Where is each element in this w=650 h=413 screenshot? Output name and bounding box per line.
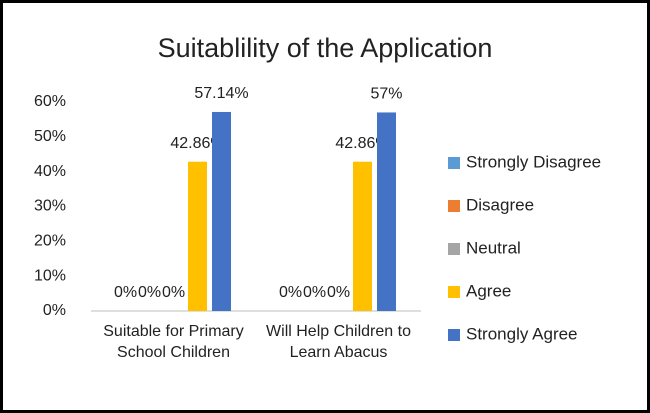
bar [188,161,207,311]
y-tick-label: 20% [34,233,66,250]
data-label: 57% [370,86,402,103]
legend-label: Neutral [466,238,521,257]
y-tick-label: 10% [34,267,66,284]
bar [212,111,231,311]
bar [353,161,372,311]
data-label: 0% [138,284,161,301]
bar [377,112,396,311]
legend-label: Disagree [466,195,534,214]
chart-title: Suitablility of the Application [158,33,493,63]
x-tick-label: Suitable for Primary School Children [103,323,244,361]
legend-swatch [448,329,460,341]
y-tick-label: 50% [34,128,66,145]
data-label: 42.86% [170,135,224,152]
legend-swatch [448,157,460,169]
data-label: 0% [279,284,302,301]
legend-label: Agree [466,281,511,300]
legend-label: Strongly Disagree [466,152,601,171]
y-tick-label: 30% [34,198,66,215]
data-label: 0% [114,284,137,301]
legend-swatch [448,286,460,298]
data-label: 0% [162,284,185,301]
data-label: 57.14% [194,85,248,102]
legend-swatch [448,200,460,212]
x-tick-label: Will Help Children to Learn Abacus [266,323,411,361]
legend-swatch [448,243,460,255]
y-tick-label: 40% [34,163,66,180]
data-label: 0% [303,284,326,301]
y-tick-label: 60% [34,93,66,110]
data-label: 0% [327,284,350,301]
data-label: 42.86% [335,135,389,152]
y-tick-label: 0% [43,302,66,319]
legend-label: Strongly Agree [466,324,578,343]
